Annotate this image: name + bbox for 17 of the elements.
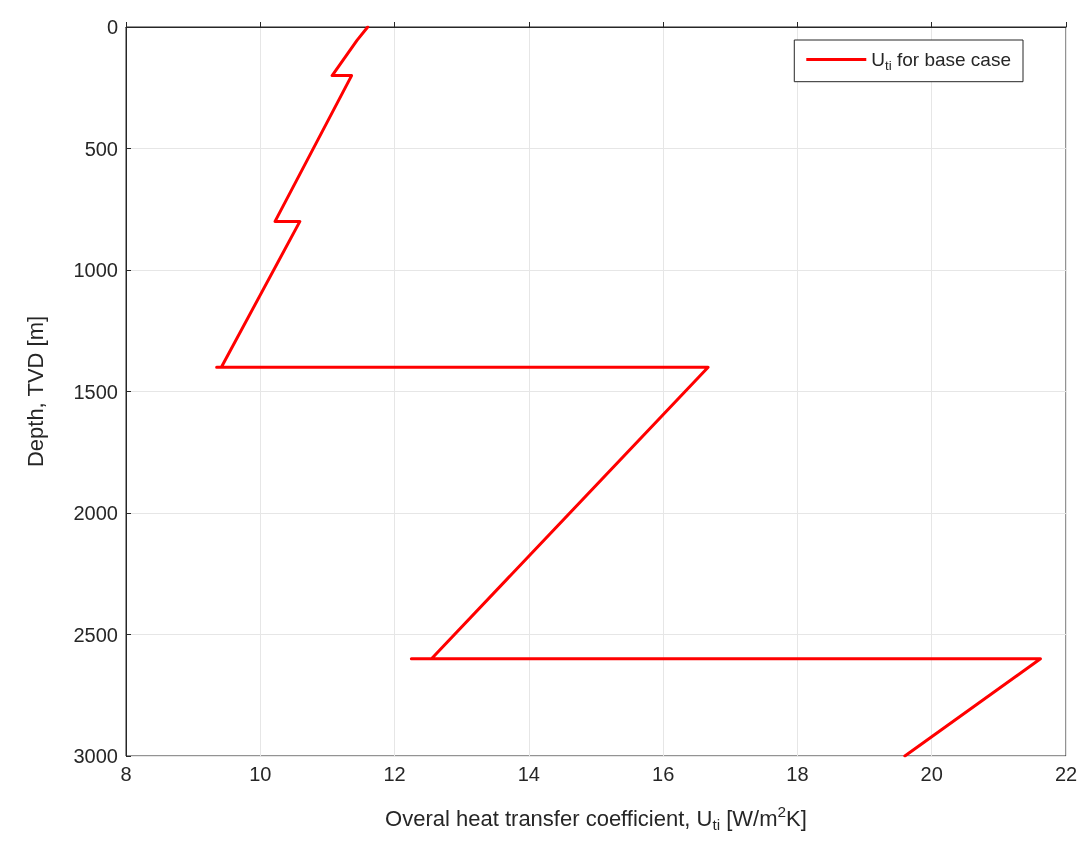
x-tick-label: 14	[517, 763, 540, 785]
x-tick-label: 10	[249, 763, 272, 785]
y-tick-label: 2000	[73, 502, 118, 524]
x-tick-label: 8	[120, 763, 132, 785]
x-tick-label: 16	[652, 763, 675, 785]
y-tick-label: 500	[84, 137, 118, 160]
y-tick-label: 1000	[73, 259, 118, 281]
x-tick-label: 22	[1054, 763, 1078, 785]
x-tick-label: 20	[920, 763, 943, 785]
y-tick-label: 0	[106, 16, 118, 38]
line-series	[215, 25, 1042, 758]
y-tick-label: 3000	[73, 745, 118, 767]
y-tick-label: 1500	[73, 380, 118, 403]
y-tick-label: 2500	[73, 623, 118, 646]
x-tick-label: 12	[383, 763, 406, 785]
x-tick-label: 18	[786, 763, 809, 785]
y-axis-title: Depth, TVD [m]	[22, 315, 48, 468]
